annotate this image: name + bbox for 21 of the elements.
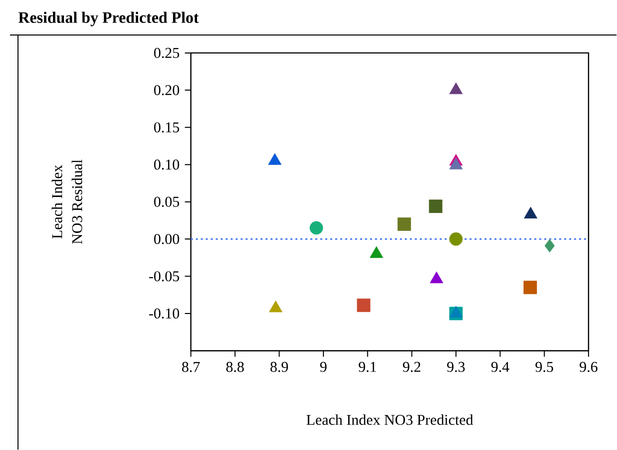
- y-tick-label: -0.05: [149, 271, 180, 282]
- x-tick-label: 9: [320, 362, 327, 372]
- x-tick-label: 9.2: [402, 362, 420, 372]
- x-tick-label: 9.6: [580, 362, 598, 372]
- x-tick-label: 9.4: [491, 362, 510, 372]
- x-tick-label: 9.1: [358, 362, 376, 372]
- y-tick-label: 0.00: [154, 234, 180, 244]
- y-tick-label: 0.25: [154, 48, 180, 58]
- y-tick-label: 0.15: [154, 122, 180, 132]
- x-tick-label: 8.9: [270, 362, 288, 372]
- y-axis-title: Leach Index NO3 Residual: [52, 160, 82, 244]
- y-tick-label: 0.20: [154, 85, 180, 96]
- x-tick-label: 9.5: [535, 362, 554, 372]
- y-tick-label: 0.10: [154, 159, 180, 170]
- x-tick-label: 8.8: [226, 362, 244, 372]
- y-tick-label: -0.10: [149, 308, 180, 319]
- x-axis-title: Leach Index NO3 Predicted: [306, 414, 474, 425]
- x-tick-label: 8.7: [182, 362, 200, 372]
- y-tick-label: 0.05: [154, 196, 180, 207]
- x-tick-label: 9.3: [447, 362, 465, 372]
- chart-title: Residual by Predicted Plot: [18, 12, 199, 26]
